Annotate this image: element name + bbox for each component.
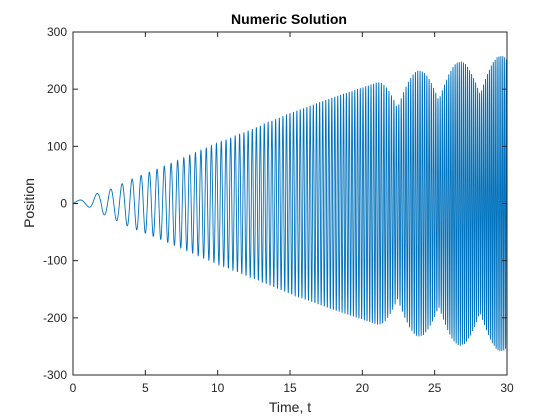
series-line (72, 56, 508, 352)
x-tick-label: 25 (428, 381, 442, 395)
y-tick-label: -100 (43, 254, 67, 268)
series-layer (72, 56, 508, 352)
ticks: 0 5 10 15 20 25 30 -300 -200 -100 0 100 200 300 (43, 25, 514, 395)
x-tick-label: 5 (142, 381, 149, 395)
y-tick-label: -200 (43, 311, 67, 325)
x-tick-label: 15 (283, 381, 297, 395)
y-tick-label: -300 (43, 368, 67, 382)
y-tick-label: 200 (47, 82, 67, 96)
plot-area (73, 32, 507, 375)
y-tick-label: 0 (60, 197, 67, 211)
x-tick-label: 0 (70, 381, 77, 395)
x-tick-label: 30 (500, 381, 514, 395)
x-tick-label: 10 (211, 381, 225, 395)
y-tick-label: 300 (47, 25, 67, 39)
y-tick-label: 100 (47, 139, 67, 153)
chart-title: Numeric Solution (231, 11, 347, 27)
x-tick-label: 20 (356, 381, 370, 395)
y-axis-label: Position (21, 178, 37, 228)
x-axis-label: Time, t (269, 399, 311, 415)
